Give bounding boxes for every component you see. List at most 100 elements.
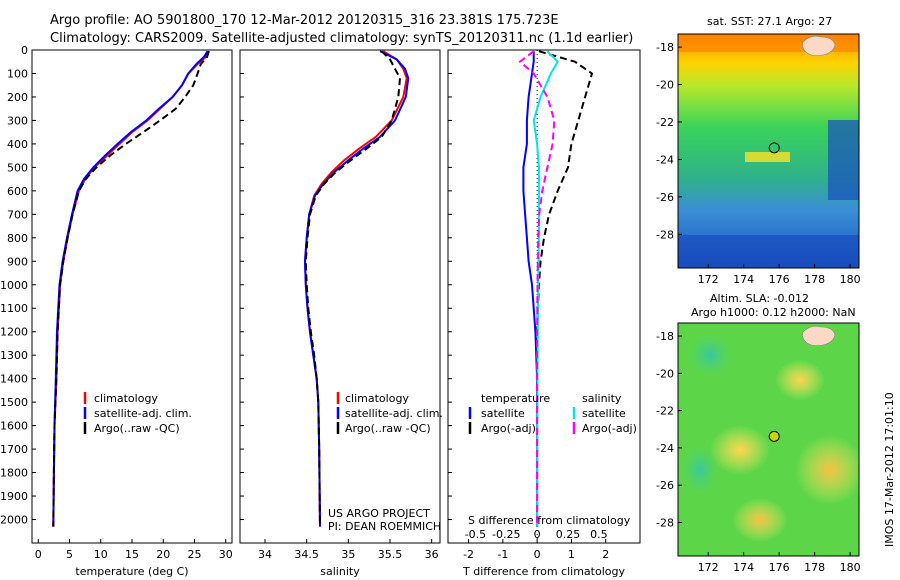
difference-panel-frame (447, 49, 641, 544)
y-tick-label: 1700 (0, 443, 28, 456)
x-axis-label: salinity (320, 565, 360, 578)
map-x-tick-label: 174 (733, 273, 754, 286)
legend-label-s-satellite: satellite (582, 407, 626, 420)
y-tick-label: 300 (7, 114, 28, 127)
y-tick-label: 1800 (0, 467, 28, 480)
series-line-t-argo-adj (536, 50, 594, 527)
y-tick-label: 1400 (0, 373, 28, 386)
fiji-land (802, 325, 836, 346)
legend-label-argo: Argo(..raw -QC) (94, 422, 180, 435)
s-tick-label: 0.25 (556, 528, 581, 541)
x-tick-label: 34.5 (294, 548, 319, 561)
legend-label-argo: Argo(..raw -QC) (345, 422, 431, 435)
legend-title-salinity: salinity (582, 392, 622, 405)
map-x-tick-label: 172 (698, 273, 719, 286)
map-y-tick-label: -24 (656, 442, 674, 455)
sla-map-frame (677, 322, 860, 557)
map-x-tick-label: 178 (804, 561, 825, 574)
sst-deep-blue-south (678, 235, 859, 268)
x-tick-label: 36 (425, 548, 439, 561)
map-y-tick-label: -20 (656, 79, 674, 92)
map-y-tick-label: -28 (656, 516, 674, 529)
y-tick-label: 1300 (0, 349, 28, 362)
x-tick-label: -1 (497, 548, 508, 561)
y-tick-label: 700 (7, 208, 28, 221)
temperature-panel: 0100200300400500600700800900100011001200… (0, 44, 233, 578)
series-line-climatology (52, 50, 210, 527)
difference-salinity-legend: salinity satellite Argo(-adj) (572, 392, 637, 435)
legend-label-satellite: satellite-adj. clim. (345, 407, 443, 420)
y-tick-label: 2000 (0, 514, 28, 527)
fiji-land (802, 35, 836, 56)
sst-yellow-band (745, 152, 790, 162)
map-y-tick-label: -28 (656, 228, 674, 241)
x-tick-label: -2 (463, 548, 474, 561)
sla-warm-anomaly (732, 498, 788, 542)
temperature-legend: climatology satellite-adj. clim. Argo(..… (83, 392, 192, 435)
map-x-tick-label: 180 (840, 561, 861, 574)
difference-temperature-legend: temperature satellite Argo(-adj) (468, 392, 550, 435)
series-line-argo-raw-qc (304, 50, 402, 527)
y-tick-label: 1600 (0, 420, 28, 433)
map-y-tick-label: -18 (656, 41, 674, 54)
legend-label-satellite: satellite-adj. clim. (94, 407, 192, 420)
legend-label-climatology: climatology (345, 392, 409, 405)
s-tick-label: -0.25 (492, 528, 520, 541)
x-tick-label: 10 (94, 548, 108, 561)
map-y-tick-label: -26 (656, 191, 674, 204)
series-line-t-satellite (522, 51, 539, 527)
y-tick-label: 900 (7, 255, 28, 268)
sst-map-axes: 172 174 176 178 180 -18 -20 -22 -24 -26 -28 (656, 41, 861, 286)
sla-warm-anomaly (775, 360, 825, 400)
sst-blue-east (828, 120, 859, 200)
x-tick-label: 1 (568, 548, 575, 561)
map-y-tick-label: -18 (656, 330, 674, 343)
y-tick-label: 1000 (0, 279, 28, 292)
y-tick-label: 500 (7, 161, 28, 174)
map-x-tick-label: 178 (804, 273, 825, 286)
figure-title-line2: Climatology: CARS2009. Satellite-adjuste… (50, 31, 633, 46)
map-x-tick-label: 172 (698, 561, 719, 574)
x-tick-label: 0 (35, 548, 42, 561)
sla-warm-anomaly (795, 435, 859, 505)
legend-title-temperature: temperature (481, 392, 550, 405)
x-tick-label: 25 (188, 548, 202, 561)
sla-map: Altim. SLA: -0.012 Argo h1000: 0.12 h200… (656, 292, 861, 574)
figure-title-line1: Argo profile: AO 5901800_170 12-Mar-2012… (50, 13, 559, 28)
sst-map-title: sat. SST: 27.1 Argo: 27 (707, 15, 832, 28)
map-x-tick-label: 176 (769, 561, 790, 574)
sst-map-frame (677, 33, 860, 269)
temperature-panel-frame (31, 49, 233, 544)
y-tick-label: 100 (7, 67, 28, 80)
map-y-tick-label: -20 (656, 367, 674, 380)
project-credit: US ARGO PROJECT (328, 507, 430, 520)
x-tick-label: 35.5 (378, 548, 403, 561)
x-tick-label: 15 (125, 548, 139, 561)
y-tick-label: 800 (7, 232, 28, 245)
x-tick-label: 20 (156, 548, 170, 561)
x-tick-label: 5 (66, 548, 73, 561)
s-tick-label: -0.5 (465, 528, 486, 541)
sla-cool-anomaly (682, 445, 718, 495)
map-y-tick-label: -22 (656, 405, 674, 418)
legend-label-t-argo: Argo(-adj) (481, 422, 536, 435)
map-x-tick-label: 180 (840, 273, 861, 286)
y-tick-label: 1900 (0, 490, 28, 503)
s-difference-label: S difference from climatology (468, 514, 631, 527)
map-y-tick-label: -26 (656, 479, 674, 492)
y-tick-label: 1500 (0, 396, 28, 409)
pi-credit: PI: DEAN ROEMMICH (328, 520, 441, 533)
series-line-satellite-adj-clim (303, 50, 410, 527)
salinity-panel-frame (239, 49, 441, 544)
legend-label-climatology: climatology (94, 392, 158, 405)
y-tick-label: 400 (7, 138, 28, 151)
sla-map-axes: 172 174 176 178 180 -18 -20 -22 -24 -26 -28 (656, 330, 861, 574)
argo-float-marker (768, 142, 780, 154)
salinity-panel: 34 34.5 35 35.5 36 salinity (240, 49, 439, 578)
map-x-tick-label: 174 (733, 561, 754, 574)
y-tick-label: 1200 (0, 326, 28, 339)
series-line-satellite-adj-clim (52, 50, 209, 527)
x-tick-label: 34 (258, 548, 272, 561)
legend-label-t-satellite: satellite (481, 407, 525, 420)
